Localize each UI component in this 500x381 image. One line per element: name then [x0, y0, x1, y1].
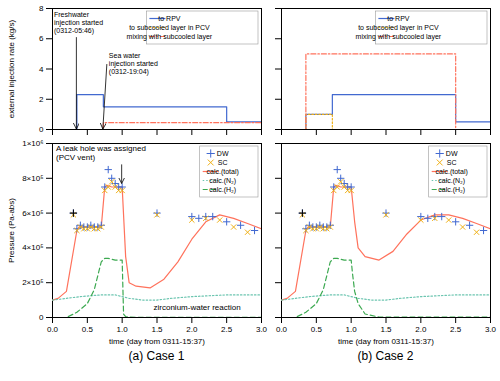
- svg-text:DW: DW: [217, 150, 229, 157]
- svg-text:4: 4: [39, 65, 44, 74]
- svg-text:mixing with subcooled layer: mixing with subcooled layer: [356, 33, 442, 41]
- svg-text:Pressure (Pa-abs): Pressure (Pa-abs): [7, 198, 16, 263]
- svg-text:2.5: 2.5: [221, 325, 233, 334]
- html-text:(a) Case 1: (a) Case 1: [128, 349, 185, 363]
- svg-text:8×10⁵: 8×10⁵: [22, 174, 43, 183]
- svg-text:0.0: 0.0: [276, 325, 288, 334]
- svg-text:2.0: 2.0: [186, 325, 198, 334]
- svg-text:zirconium-water reaction: zirconium-water reaction: [154, 303, 241, 312]
- svg-text:calc.(total): calc.(total): [436, 168, 468, 176]
- html-text:(b) Case 2: (b) Case 2: [357, 349, 414, 363]
- svg-text:Freshwaterinjection started(03: Freshwaterinjection started(0312-05:46): [54, 11, 103, 35]
- svg-text:3.0: 3.0: [485, 325, 497, 334]
- svg-text:to subcooled layer in PCV: to subcooled layer in PCV: [129, 24, 210, 32]
- svg-text:2.0: 2.0: [415, 325, 427, 334]
- svg-text:to RPV: to RPV: [387, 15, 410, 22]
- svg-text:calc.(N₂): calc.(N₂): [438, 177, 465, 185]
- svg-text:time (day from 0311-15:37): time (day from 0311-15:37): [109, 337, 205, 346]
- svg-text:0.0: 0.0: [47, 325, 59, 334]
- svg-text:mixing with subcooled layer: mixing with subcooled layer: [127, 33, 213, 41]
- svg-text:calc.(H₂): calc.(H₂): [438, 186, 465, 194]
- svg-text:1.0: 1.0: [117, 325, 129, 334]
- svg-text:external injection rate (kg/s): external injection rate (kg/s): [7, 20, 16, 119]
- svg-text:2: 2: [39, 95, 44, 104]
- svg-text:0.5: 0.5: [82, 325, 94, 334]
- svg-text:2×10⁵: 2×10⁵: [22, 278, 43, 287]
- svg-text:1.0: 1.0: [346, 325, 358, 334]
- svg-text:time (day from 0311-15:37): time (day from 0311-15:37): [338, 337, 434, 346]
- svg-text:calc.(total): calc.(total): [207, 168, 239, 176]
- svg-text:A leak hole was assigned(PCV v: A leak hole was assigned(PCV vent): [56, 144, 146, 162]
- svg-text:to subcooled layer in PCV: to subcooled layer in PCV: [358, 24, 439, 32]
- svg-text:4×10⁵: 4×10⁵: [22, 243, 43, 252]
- svg-text:0: 0: [39, 125, 44, 134]
- svg-text:1×10⁶: 1×10⁶: [22, 139, 43, 148]
- svg-text:0.5: 0.5: [311, 325, 323, 334]
- svg-text:SC: SC: [447, 159, 457, 166]
- svg-text:3.0: 3.0: [256, 325, 268, 334]
- svg-text:8: 8: [39, 4, 44, 13]
- svg-text:calc.(N₂): calc.(N₂): [209, 177, 236, 185]
- svg-text:SC: SC: [218, 159, 228, 166]
- svg-text:6: 6: [39, 34, 44, 43]
- svg-text:Sea waterinjection started(031: Sea waterinjection started(0312-19:04): [109, 52, 158, 76]
- svg-text:to RPV: to RPV: [158, 15, 181, 22]
- svg-text:0: 0: [39, 313, 44, 322]
- svg-text:calc.(H₂): calc.(H₂): [209, 186, 236, 194]
- svg-text:6×10⁵: 6×10⁵: [22, 209, 43, 218]
- svg-text:1.5: 1.5: [380, 325, 392, 334]
- svg-text:2.5: 2.5: [450, 325, 462, 334]
- svg-text:DW: DW: [446, 150, 458, 157]
- svg-text:1.5: 1.5: [151, 325, 163, 334]
